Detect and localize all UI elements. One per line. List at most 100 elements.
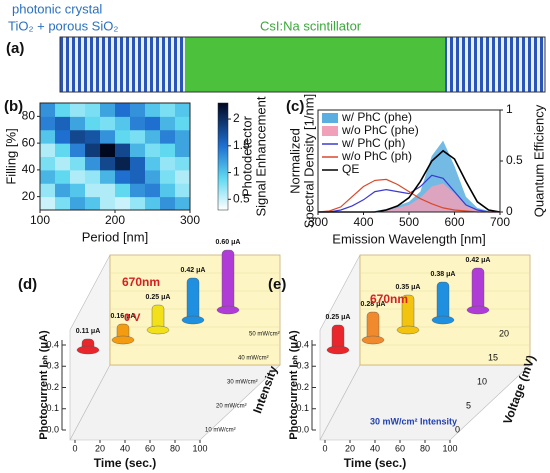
colorbar-tick-label: 1.5 [233, 138, 250, 152]
heatmap-cell [145, 183, 161, 198]
x-tick-label: 80 [170, 443, 180, 453]
heatmap-cell [40, 143, 56, 157]
series-area [318, 183, 500, 212]
heatmap-cell [40, 156, 56, 171]
heatmap-cell [40, 196, 56, 211]
heatmap-cell [145, 116, 161, 131]
y-tick-label: 0.0 [46, 424, 59, 434]
legend-label: w/o PhC (ph) [341, 149, 412, 163]
bar-foot [396, 325, 420, 335]
heatmap-cell [85, 183, 101, 198]
colorbar-tick-label: 0.5 [233, 191, 250, 205]
heatmap-cell [145, 129, 161, 144]
x-axis-label: Time (sec.) [94, 456, 156, 470]
colorbar-tick-label: 2 [233, 111, 240, 125]
heatmap-cell [130, 156, 146, 171]
legend-swatch [322, 113, 338, 123]
y-tick-label: 0.0 [296, 424, 309, 434]
bar [221, 249, 235, 311]
x-tick-label: 60 [145, 443, 155, 453]
heatmap-cell [100, 169, 116, 184]
heatmap-cell [175, 143, 191, 157]
z-tick-label: 20 mW/cm² [216, 404, 247, 410]
heatmap-cell [70, 183, 86, 198]
heatmap-cell [130, 103, 146, 117]
y-tick-label: 0.2 [296, 382, 309, 392]
x-tick-label: 0 [72, 443, 77, 453]
z-tick-label: 30 mW/cm² [227, 380, 258, 386]
value-label: 0.11 μA [76, 328, 101, 335]
y2-axis-label: Quantum Efficiency [531, 104, 546, 217]
bar [186, 277, 200, 321]
z-tick-label: 15 [488, 352, 498, 362]
x-tick-label: 300 [308, 215, 328, 229]
heatmap-cell [145, 169, 161, 184]
z-tick-label: 50 mW/cm² [249, 332, 280, 338]
panel-label: (b) [4, 98, 23, 115]
bar [436, 281, 450, 321]
heatmap-cell [70, 143, 86, 157]
heatmap-cell [130, 116, 146, 131]
x-tick-label: 400 [353, 215, 373, 229]
heatmap-cell [70, 103, 86, 117]
x-tick-label: 200 [105, 213, 125, 227]
bar3d-panel: (d) 0.0 0.1 0.2 0.3 0.4 0 20 40 60 80 100 Time (sec.… [18, 239, 281, 470]
photonic-crystal-left [60, 37, 185, 92]
heatmap-cell [70, 129, 86, 144]
x-tick-label: 100 [30, 213, 50, 227]
y-tick-label: 0.2 [46, 382, 59, 392]
phc-material: TiO₂ + porous SiO₂ [8, 18, 118, 33]
heatmap-cell [115, 156, 131, 171]
bar-foot [216, 305, 240, 315]
heatmap-cell [160, 129, 176, 144]
x-axis-label: Time (sec.) [344, 456, 406, 470]
heatmap-cell [100, 103, 116, 117]
x-tick-label: 600 [444, 215, 464, 229]
heatmap-cell [175, 169, 191, 184]
heatmap-cell [40, 129, 56, 144]
y2-tick-label: 0.5 [506, 153, 523, 167]
z-tick-label: 10 [477, 376, 487, 386]
y-axis-label: Filling [%] [3, 128, 18, 184]
heatmap-cell [175, 103, 191, 117]
series-line [318, 174, 500, 213]
heatmap-cell [100, 156, 116, 171]
bar-foot [111, 335, 135, 345]
heatmap-cell [100, 196, 116, 211]
x-tick-label: 40 [120, 443, 130, 453]
z-tick-label: 5 [466, 400, 471, 410]
z-tick-label: 0 [455, 424, 460, 434]
heatmap-cell [115, 196, 131, 211]
y-tick-label: 20 [22, 189, 36, 203]
heatmap-cell [115, 116, 131, 131]
heatmap-cell [100, 143, 116, 157]
heatmap-cell [100, 116, 116, 131]
heatmap-cell [175, 183, 191, 198]
legend-label: w/o PhC (phe) [341, 123, 419, 137]
heatmap-cell [70, 116, 86, 131]
z-tick-label: 40 mW/cm² [238, 356, 269, 362]
heatmap-cell [130, 183, 146, 198]
heatmap-cell [70, 169, 86, 184]
heatmap-cell [160, 103, 176, 117]
bar-foot [326, 345, 350, 355]
y-tick-label: 0.4 [296, 339, 309, 349]
heatmap-cell [175, 129, 191, 144]
x-tick-label: 60 [395, 443, 405, 453]
heatmap-cell [85, 169, 101, 184]
heatmap-cell [160, 156, 176, 171]
x-tick-label: 500 [399, 215, 419, 229]
stack-outline [59, 36, 546, 93]
heatmap-cell [175, 156, 191, 171]
annotation: 30 mW/cm² Intensity [370, 416, 457, 426]
heatmap-cell [40, 103, 56, 117]
legend-label: w/ PhC (phe) [341, 110, 412, 124]
heatmap-cell [145, 143, 161, 157]
heatmap-cell [145, 156, 161, 171]
heatmap-cell [70, 196, 86, 211]
legend-swatch [322, 126, 338, 136]
value-label: 0.42 μA [181, 267, 206, 274]
bar-foot [431, 315, 455, 325]
colorbar-tick-label: 1 [233, 165, 240, 179]
